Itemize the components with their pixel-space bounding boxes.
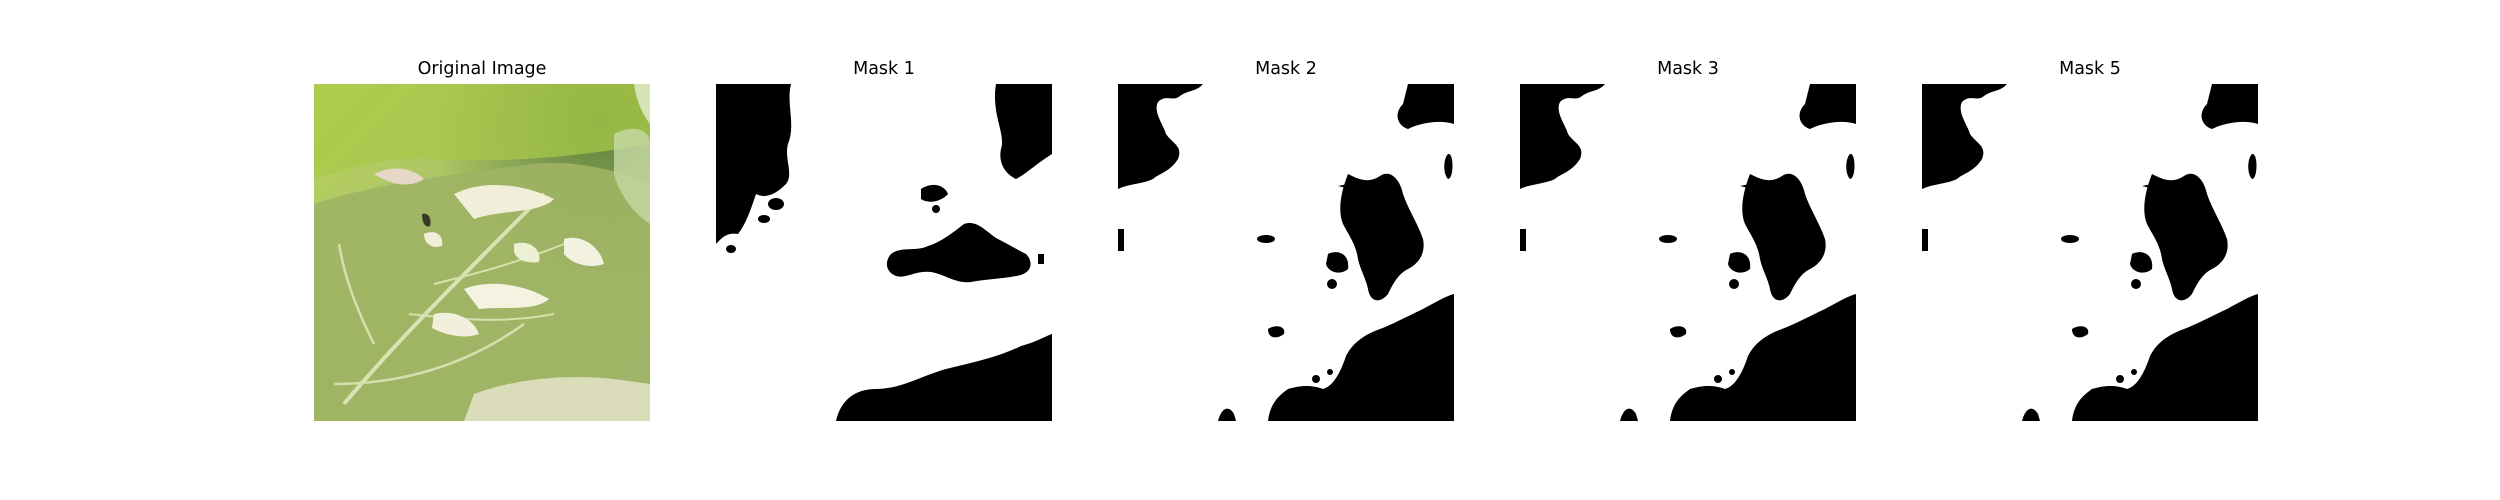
mask-1-image: [716, 84, 1052, 421]
mask-2-image: [1118, 84, 1454, 421]
panel-mask-1: Mask 1: [716, 0, 1052, 500]
panel-title: Original Image: [417, 59, 547, 79]
panel-mask-3: Mask 3: [1520, 0, 1856, 500]
leaf-photo: [314, 84, 650, 421]
panel-original-image: Original Image: [314, 0, 650, 500]
panel-title: Mask 5: [2059, 59, 2121, 79]
mask-5-image: [1922, 84, 2258, 421]
panel-title: Mask 1: [853, 59, 915, 79]
mask-3-image: [1520, 84, 1856, 421]
panel-title: Mask 2: [1255, 59, 1317, 79]
panel-mask-5: Mask 5: [1922, 0, 2258, 500]
panel-title: Mask 3: [1657, 59, 1719, 79]
panel-mask-2: Mask 2: [1118, 0, 1454, 500]
